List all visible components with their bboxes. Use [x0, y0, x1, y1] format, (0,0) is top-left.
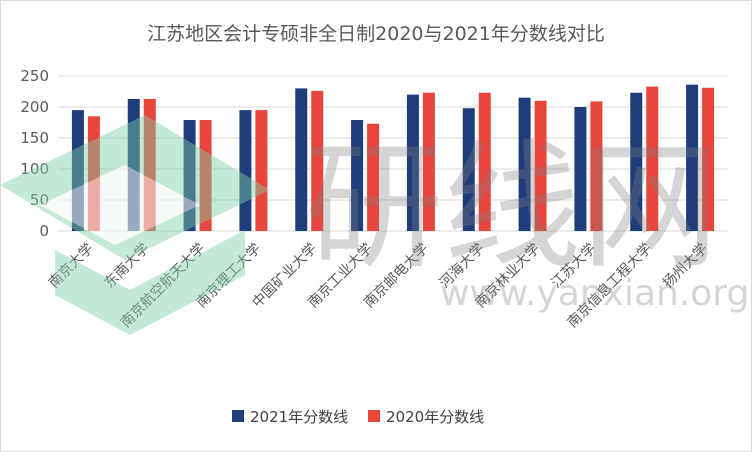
- bar-2021: [574, 107, 587, 231]
- legend-swatch-2021: [232, 410, 244, 422]
- bar-2021: [351, 120, 364, 231]
- bar-2021: [518, 97, 531, 231]
- bar-2020: [534, 100, 547, 231]
- y-tick-label: 150: [20, 129, 49, 147]
- bar-2021: [295, 88, 308, 232]
- bar-2021: [406, 94, 419, 231]
- bar-2021: [630, 92, 643, 232]
- bar-2020: [590, 101, 603, 231]
- bar-2021: [239, 110, 252, 231]
- bar-2021: [686, 84, 699, 232]
- legend-swatch-2020: [368, 410, 380, 422]
- bar-2020: [255, 110, 268, 231]
- legend-label-2021: 2021年分数线: [250, 408, 348, 426]
- legend: 2021年分数线 2020年分数线: [232, 408, 484, 426]
- y-tick-label: 250: [20, 67, 49, 85]
- bar-2020: [478, 92, 491, 232]
- legend-label-2020: 2020年分数线: [386, 408, 484, 426]
- y-tick-label: 200: [20, 98, 49, 116]
- bar-2020: [199, 120, 212, 231]
- watermark-logo-icon: [0, 115, 270, 335]
- bar-2020: [702, 87, 715, 231]
- y-tick-label: 100: [20, 160, 49, 178]
- bar-2020: [646, 86, 659, 231]
- bar-2021: [462, 108, 475, 231]
- y-axis-ticks: 050100150200250: [20, 67, 49, 240]
- bar-2020: [311, 90, 324, 231]
- bar-2020: [422, 92, 435, 232]
- watermark-big-text: 研线网: [305, 127, 719, 288]
- y-tick-label: 0: [39, 222, 49, 240]
- watermark-url-text: www.yanxian.org: [440, 273, 749, 314]
- bar-2020: [367, 123, 380, 231]
- chart-title: 江苏地区会计专硕非全日制2020与2021年分数线对比: [147, 23, 605, 45]
- watermark: 研线网 www.yanxian.org: [0, 115, 749, 335]
- bars: [71, 84, 715, 232]
